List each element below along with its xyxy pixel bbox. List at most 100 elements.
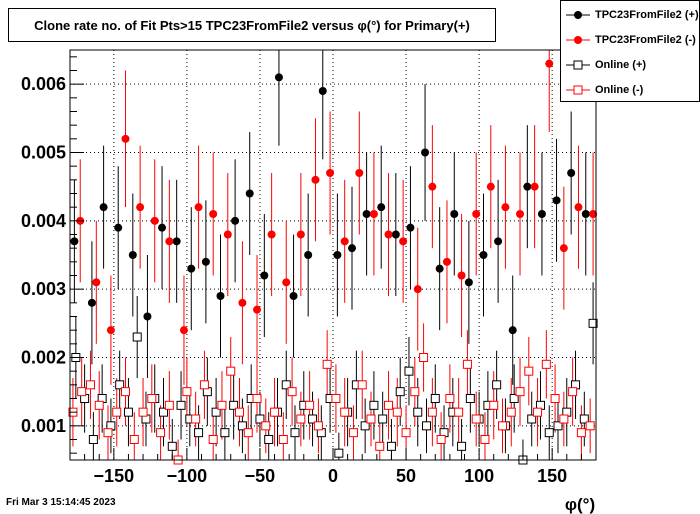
data-point: [311, 175, 320, 184]
data-point: [581, 210, 590, 218]
data-point: [282, 278, 291, 287]
data-point: [533, 407, 543, 417]
data-point: [544, 428, 554, 438]
data-point: [384, 230, 393, 239]
data-point: [132, 332, 142, 342]
data-point: [369, 210, 378, 218]
data-point: [392, 407, 402, 417]
data-point: [77, 387, 87, 397]
data-point: [252, 394, 262, 403]
data-point: [243, 428, 253, 438]
data-point: [553, 421, 563, 431]
chart-title: Clone rate no. of Fit Pts>15 TPC23FromFi…: [8, 8, 496, 42]
data-point: [217, 400, 227, 410]
data-point: [399, 237, 408, 246]
data-point: [112, 407, 122, 417]
data-point: [261, 421, 271, 431]
data-point: [435, 264, 444, 273]
data-point: [378, 414, 388, 424]
legend-marker: [566, 60, 590, 70]
data-point: [530, 182, 539, 191]
data-point: [326, 169, 335, 177]
data-point: [106, 326, 115, 335]
data-point: [245, 189, 254, 198]
data-point: [103, 428, 113, 438]
data-point: [527, 414, 537, 424]
data-point: [413, 285, 422, 294]
data-point: [129, 435, 139, 444]
data-point: [492, 380, 502, 390]
legend-label: Online (+): [595, 59, 647, 71]
data-point: [87, 298, 96, 307]
data-point: [331, 394, 341, 403]
x-tick-label: −150: [94, 466, 135, 486]
x-axis-label: φ(°): [565, 495, 595, 514]
data-point: [427, 407, 437, 417]
data-point: [267, 230, 276, 239]
y-tick-label: 0.006: [21, 74, 66, 94]
x-tick-label: 150: [537, 466, 567, 486]
data-point: [462, 359, 472, 369]
data-point: [238, 298, 247, 307]
y-tick-label: 0.002: [21, 348, 66, 368]
data-point: [509, 394, 519, 403]
data-markers: [68, 59, 598, 465]
data-point: [296, 230, 305, 239]
data-point: [369, 400, 379, 410]
data-point: [287, 387, 297, 397]
data-point: [410, 387, 420, 397]
data-point: [318, 87, 327, 95]
data-point: [480, 435, 490, 444]
data-point: [401, 428, 411, 438]
data-point: [406, 223, 415, 232]
data-point: [333, 251, 342, 259]
data-point: [395, 387, 405, 397]
data-point: [360, 421, 370, 431]
data-point: [176, 400, 186, 410]
data-point: [366, 414, 376, 424]
grid-lines: [70, 50, 596, 460]
legend-entry: Online (-): [561, 80, 700, 100]
data-point: [457, 441, 467, 451]
data-point: [568, 387, 578, 397]
data-point: [506, 407, 516, 417]
y-tick-label: 0.005: [21, 143, 66, 163]
data-point: [465, 394, 475, 403]
data-point: [471, 414, 481, 424]
data-point: [158, 223, 167, 232]
data-point: [211, 407, 221, 417]
data-point: [391, 230, 400, 239]
data-point: [121, 387, 131, 397]
x-tick-label: 0: [328, 466, 338, 486]
data-point: [70, 237, 79, 246]
data-point: [588, 318, 598, 328]
x-tick-label: 50: [396, 466, 416, 486]
data-point: [545, 59, 554, 68]
data-point: [362, 210, 371, 218]
data-point: [165, 237, 174, 246]
data-point: [94, 400, 104, 410]
data-point: [199, 380, 209, 390]
x-tick-label: −50: [245, 466, 276, 486]
data-point: [472, 210, 481, 218]
data-point: [494, 237, 503, 246]
data-point: [278, 435, 288, 444]
data-point: [304, 251, 313, 259]
legend: TPC23FromFile2 (+) TPC23FromFile2 (-) Onli…: [560, 0, 700, 102]
data-point: [179, 326, 188, 335]
data-point: [442, 257, 451, 266]
data-point: [255, 414, 265, 424]
data-point: [136, 203, 145, 212]
axes: −150 −100 −50 0 50 100 150 0.001 0.002 0.003 0.004…: [21, 56, 597, 486]
data-point: [270, 407, 280, 417]
data-point: [497, 421, 507, 431]
data-point: [541, 359, 551, 369]
legend-marker: [566, 36, 590, 44]
data-point: [156, 428, 166, 438]
data-point: [138, 407, 148, 417]
data-point: [85, 380, 95, 390]
data-point: [187, 264, 196, 273]
data-point: [355, 169, 364, 177]
data-point: [164, 400, 174, 410]
legend-marker: [566, 85, 590, 95]
